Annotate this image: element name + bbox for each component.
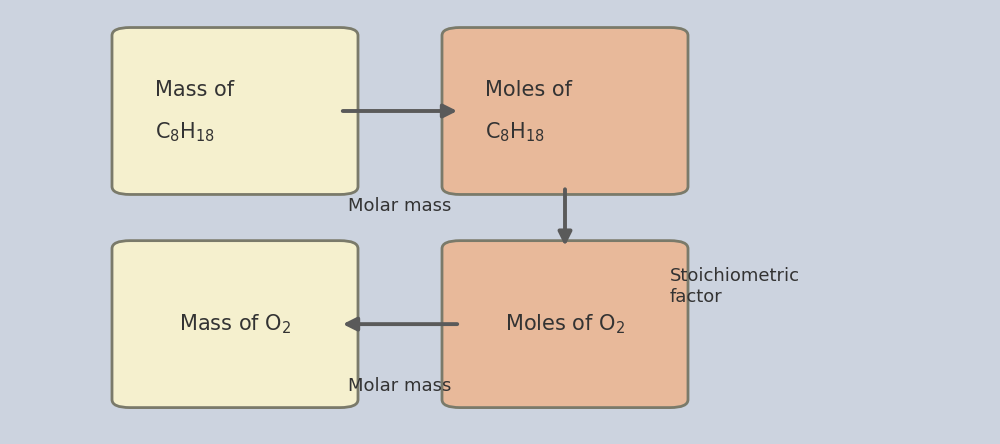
Text: Moles of O$_2$: Moles of O$_2$ xyxy=(505,312,625,336)
Text: Mass of O$_2$: Mass of O$_2$ xyxy=(179,312,291,336)
FancyBboxPatch shape xyxy=(442,28,688,194)
Text: Molar mass: Molar mass xyxy=(348,377,452,395)
Text: Molar mass: Molar mass xyxy=(348,198,452,215)
FancyBboxPatch shape xyxy=(112,241,358,408)
FancyBboxPatch shape xyxy=(112,28,358,194)
Text: Stoichiometric
factor: Stoichiometric factor xyxy=(670,267,800,306)
Text: C$_8$H$_{18}$: C$_8$H$_{18}$ xyxy=(155,120,215,144)
Text: C$_8$H$_{18}$: C$_8$H$_{18}$ xyxy=(485,120,545,144)
Text: Moles of: Moles of xyxy=(485,80,572,100)
FancyBboxPatch shape xyxy=(442,241,688,408)
Text: Mass of: Mass of xyxy=(155,80,234,100)
